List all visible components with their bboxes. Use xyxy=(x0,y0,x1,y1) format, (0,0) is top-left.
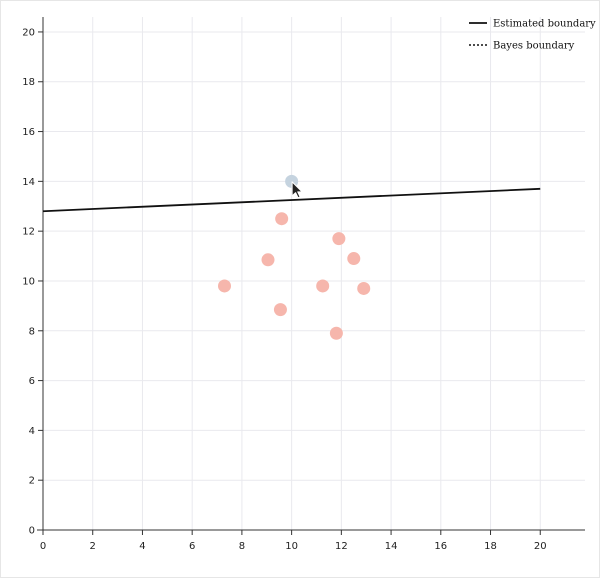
x-tick-label: 12 xyxy=(335,541,348,552)
x-tick-label: 2 xyxy=(90,541,96,552)
red-data-point xyxy=(275,212,289,226)
red-data-point xyxy=(217,279,231,293)
legend: Estimated boundary Bayes boundary xyxy=(469,19,596,52)
x-tick-label: 0 xyxy=(40,541,46,552)
y-tick-label: 14 xyxy=(22,177,35,188)
y-tick-label: 0 xyxy=(29,526,35,537)
red-data-point xyxy=(316,279,330,293)
arrow-cursor-icon xyxy=(291,181,303,199)
grid xyxy=(42,17,585,531)
y-tick-label: 20 xyxy=(22,27,35,38)
red-data-point xyxy=(273,303,287,317)
x-tick-label: 14 xyxy=(385,541,398,552)
red-data-point xyxy=(261,253,275,267)
y-tick-label: 18 xyxy=(22,77,35,88)
x-axis-ticks: 0 2 4 6 8 10 12 14 16 18 20 xyxy=(40,530,547,552)
x-tick-label: 20 xyxy=(534,541,547,552)
red-data-point xyxy=(332,232,346,246)
red-data-point xyxy=(329,326,343,340)
x-tick-label: 10 xyxy=(285,541,298,552)
estimated-boundary-line xyxy=(42,187,541,213)
y-tick-label: 6 xyxy=(29,376,35,387)
data-points xyxy=(217,174,371,340)
y-tick-label: 16 xyxy=(22,127,35,138)
red-data-point xyxy=(357,281,371,295)
y-axis-ticks: 0 2 4 6 8 10 12 14 16 18 20 xyxy=(22,27,43,537)
x-tick-label: 8 xyxy=(239,541,245,552)
y-tick-label: 12 xyxy=(22,227,35,238)
red-data-point xyxy=(347,252,361,266)
y-tick-label: 4 xyxy=(29,426,35,437)
legend-label: Bayes boundary xyxy=(493,41,575,52)
arrow-cursor-icon xyxy=(291,181,303,199)
legend-label: Estimated boundary xyxy=(493,19,596,30)
axes xyxy=(37,17,585,531)
y-tick-label: 8 xyxy=(29,326,35,337)
y-tick-label: 10 xyxy=(22,276,35,287)
y-tick-label: 2 xyxy=(29,476,35,487)
x-tick-label: 16 xyxy=(434,541,447,552)
x-tick-label: 6 xyxy=(189,541,195,552)
x-tick-label: 18 xyxy=(484,541,497,552)
boundary-lines xyxy=(42,187,541,213)
x-tick-label: 4 xyxy=(139,541,145,552)
